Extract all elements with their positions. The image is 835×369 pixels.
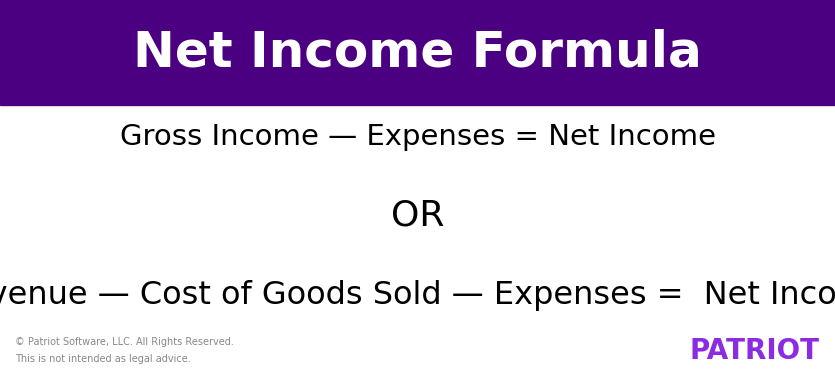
Text: OR: OR [391,199,444,233]
Text: © Patriot Software, LLC. All Rights Reserved.: © Patriot Software, LLC. All Rights Rese… [15,337,234,348]
Bar [0,0,835,105]
Text: This is not intended as legal advice.: This is not intended as legal advice. [15,354,190,364]
Text: Gross Income — Expenses = Net Income: Gross Income — Expenses = Net Income [119,123,716,151]
Text: Revenue — Cost of Goods Sold — Expenses =  Net Income: Revenue — Cost of Goods Sold — Expenses … [0,280,835,311]
Text: PATRIOT: PATRIOT [690,337,820,365]
Text: Net Income Formula: Net Income Formula [133,28,702,77]
